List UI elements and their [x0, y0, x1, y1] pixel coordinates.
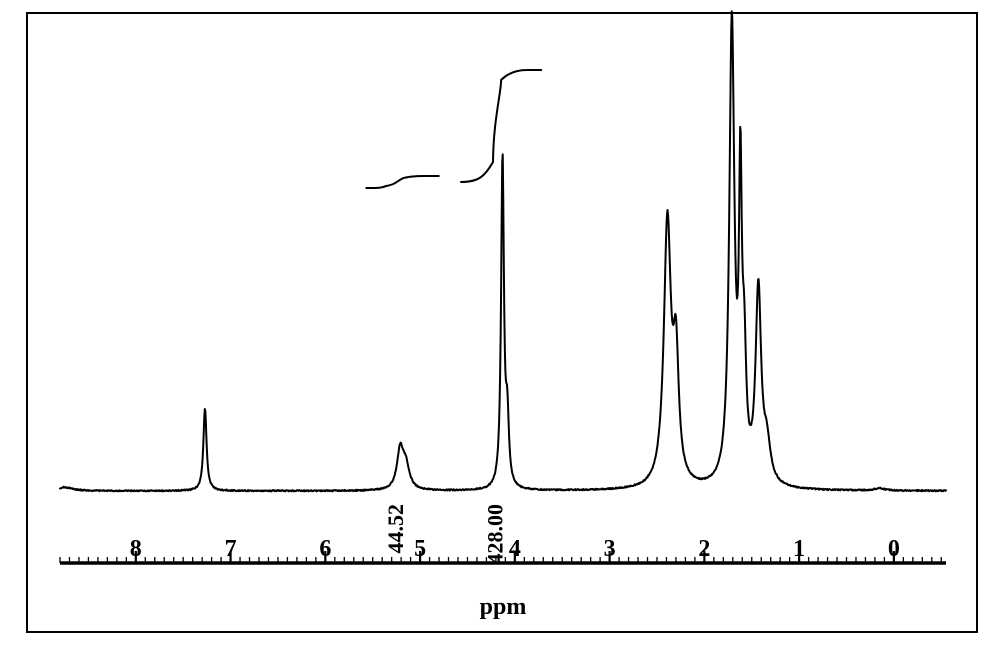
x-axis-label: ppm — [480, 594, 527, 620]
integral-curve — [461, 70, 541, 182]
x-tick-label: 7 — [225, 536, 237, 562]
x-tick-label: 5 — [414, 536, 426, 562]
integral-value-label: 428.00 — [483, 504, 508, 565]
x-tick-label: 2 — [698, 536, 710, 562]
x-tick-label: 3 — [604, 536, 616, 562]
x-tick-label: 1 — [793, 536, 805, 562]
integral-value-label: 44.52 — [383, 504, 408, 554]
nmr-spectrum-figure: 012345678ppm44.52428.00 — [0, 0, 1000, 645]
nmr-plot: 012345678ppm44.52428.00 — [0, 0, 1000, 645]
x-tick-label: 4 — [509, 536, 521, 562]
spectrum-trace — [60, 11, 946, 491]
integral-curve — [366, 176, 439, 188]
x-tick-label: 8 — [130, 536, 142, 562]
x-tick-label: 6 — [319, 536, 331, 562]
